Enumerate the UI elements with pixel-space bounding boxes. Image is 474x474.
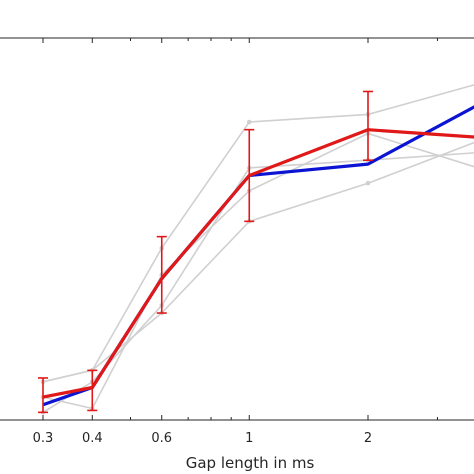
individual-line xyxy=(42,84,474,383)
blue-series-line xyxy=(42,105,474,407)
x-axis-label: Gap length in ms xyxy=(186,454,315,472)
x-tick-label: 0.4 xyxy=(82,431,103,446)
individual-line xyxy=(42,152,474,414)
x-tick-label: 0.3 xyxy=(33,431,54,446)
individual-line xyxy=(42,141,474,383)
individual-line xyxy=(42,132,474,410)
x-tick-labels: 0.3 0.4 0.6 1 2 xyxy=(33,431,372,446)
red-series-line xyxy=(42,128,474,399)
axes xyxy=(0,37,474,421)
main-series xyxy=(38,90,474,414)
x-tick-label: 0.6 xyxy=(151,431,172,446)
x-tick-label: 1 xyxy=(245,431,253,446)
individual-lines xyxy=(40,84,474,415)
individual-point xyxy=(365,180,371,186)
individual-point xyxy=(246,119,252,125)
x-tick-label: 2 xyxy=(364,431,372,446)
